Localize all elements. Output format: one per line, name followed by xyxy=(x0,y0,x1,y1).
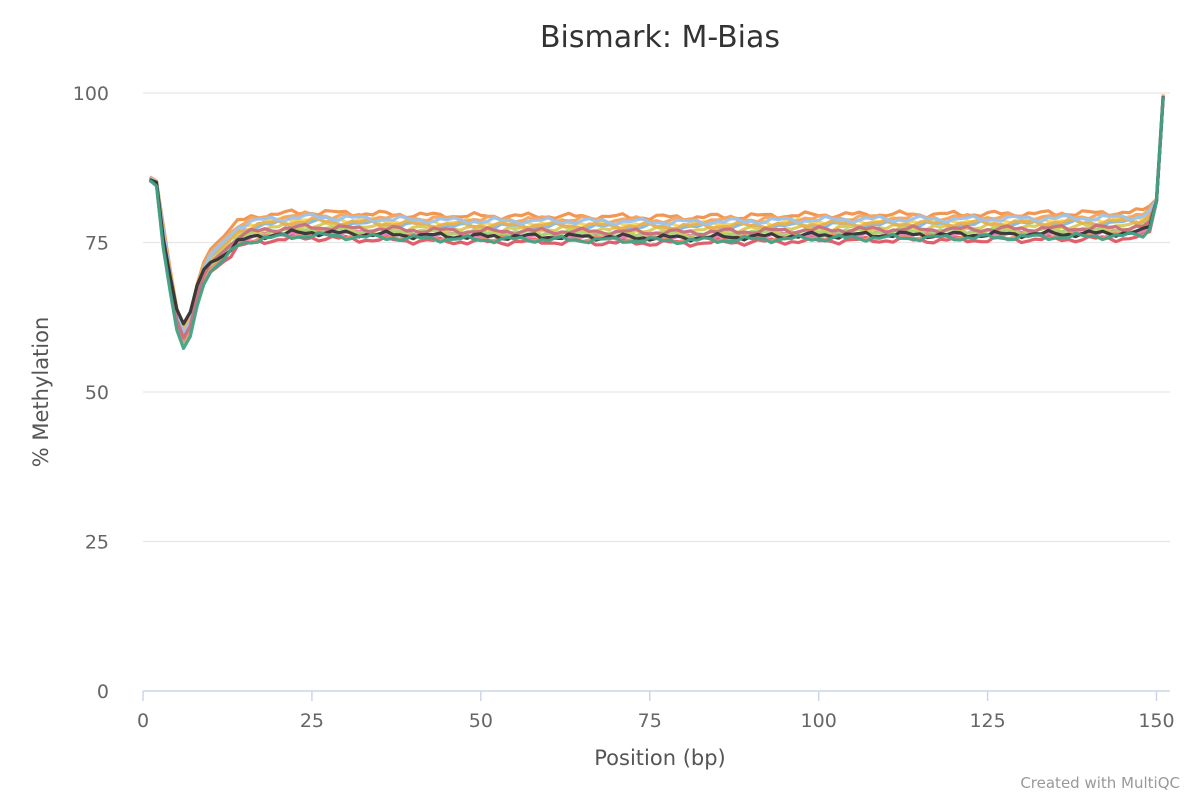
series-group xyxy=(148,94,1165,350)
series-line-11[interactable] xyxy=(148,94,1165,336)
series-line-14[interactable] xyxy=(148,96,1165,350)
x-axis-label: Position (bp) xyxy=(594,746,726,770)
y-tick-labels: 0 25 50 75 100 xyxy=(73,83,109,703)
y-tick-label: 0 xyxy=(97,681,109,703)
x-tick-label: 50 xyxy=(469,710,493,732)
x-tick-label: 125 xyxy=(969,710,1005,732)
grid-lines xyxy=(143,92,1170,543)
chart-title: Bismark: M-Bias xyxy=(540,20,780,55)
y-axis-label: % Methylation xyxy=(29,317,53,468)
x-tick-label: 150 xyxy=(1138,710,1174,732)
y-tick-label: 100 xyxy=(73,83,109,105)
series-line-9[interactable] xyxy=(148,96,1165,343)
y-tick-label: 25 xyxy=(85,532,109,554)
series-line-10[interactable] xyxy=(149,95,1165,328)
x-tick-label: 100 xyxy=(801,710,837,732)
x-tick-label: 25 xyxy=(300,710,324,732)
series-line-3[interactable] xyxy=(148,94,1165,330)
series-line-2[interactable] xyxy=(148,94,1165,329)
credit-label[interactable]: Created with MultiQC xyxy=(1020,774,1180,792)
y-tick-label: 75 xyxy=(85,233,109,255)
series-line-13[interactable] xyxy=(149,96,1165,326)
x-tick-labels: 0 25 50 75 100 125 150 xyxy=(137,710,1175,732)
x-tick-label: 0 xyxy=(137,710,149,732)
axes xyxy=(142,690,1170,701)
x-tick-label: 75 xyxy=(638,710,662,732)
y-tick-label: 50 xyxy=(85,382,109,404)
